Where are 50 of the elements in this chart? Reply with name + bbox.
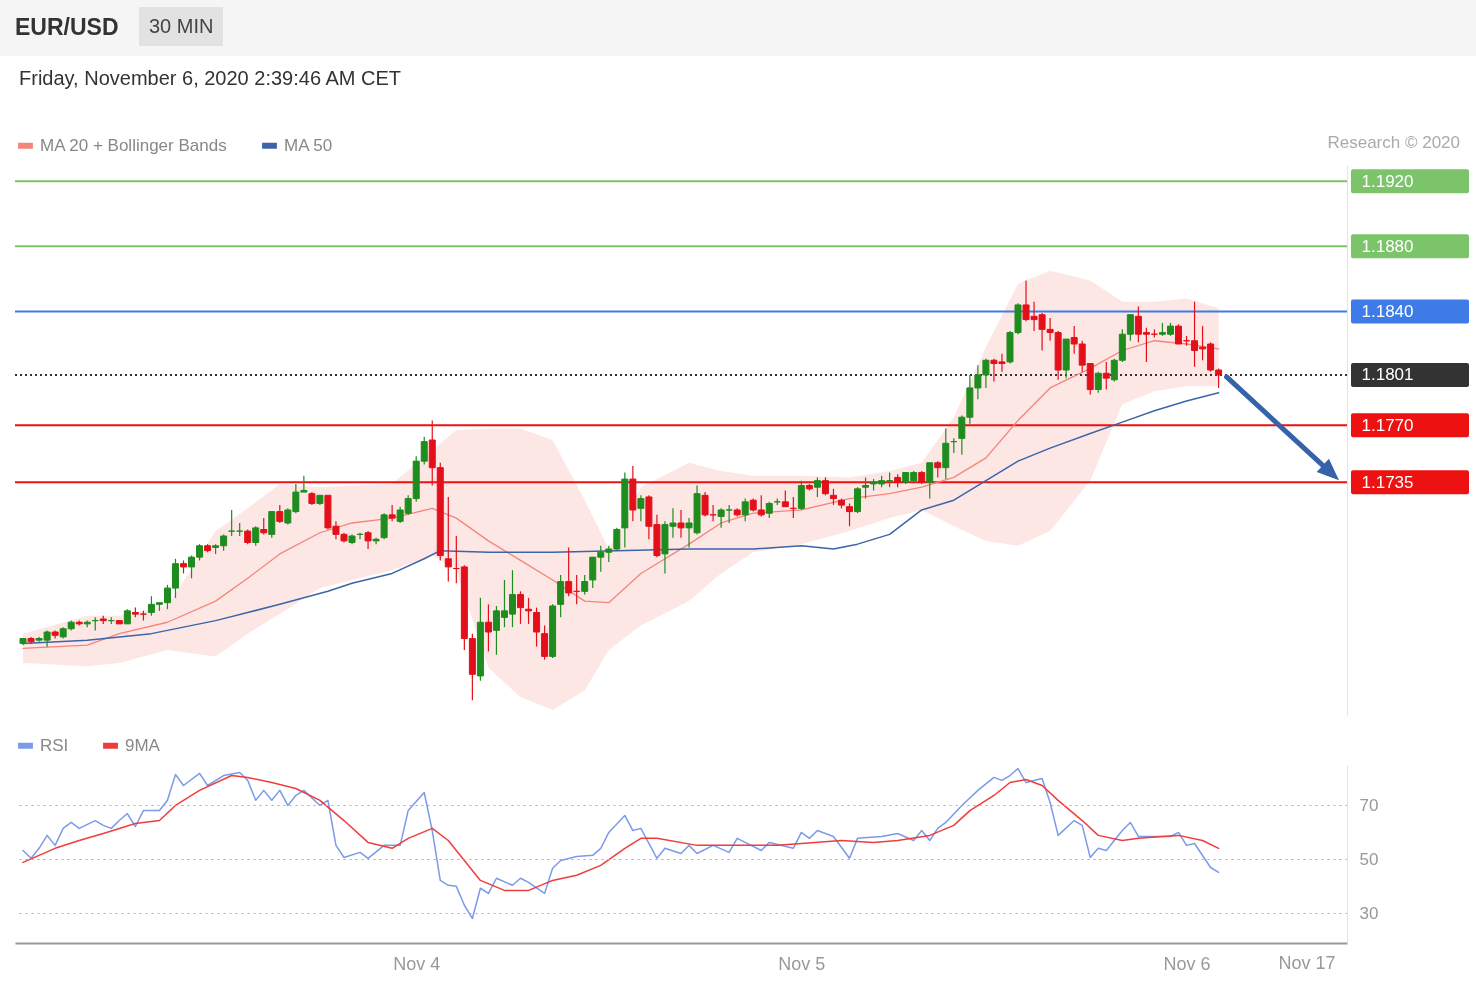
chart-subtitle: Friday, November 6, 2020 2:39:46 AM CET — [19, 67, 402, 90]
candlestick — [741, 497, 749, 522]
candlestick — [517, 590, 525, 625]
y-tick-label: 1.1880 — [1361, 236, 1414, 256]
candlestick — [581, 574, 589, 596]
legend-label: 9MA — [125, 735, 161, 755]
candlestick — [525, 597, 533, 625]
candlestick — [541, 624, 549, 661]
candlestick — [797, 480, 805, 511]
line-series — [22, 340, 1220, 649]
candlestick — [444, 496, 452, 583]
candlestick — [484, 603, 492, 653]
y-tick-label: 1.1920 — [1361, 171, 1414, 191]
candlestick — [565, 546, 573, 597]
candlestick — [862, 476, 870, 500]
x-tick-label: Nov 4 — [393, 953, 441, 974]
candlestick — [846, 502, 854, 527]
text: Research © 2020 — [1327, 133, 1460, 153]
chart-title: EUR/USD — [15, 14, 119, 41]
legend-label: RSI — [40, 735, 69, 755]
legend-label: MA 20 + Bollinger Bands — [40, 135, 227, 155]
candlestick — [926, 462, 934, 500]
candlestick — [228, 509, 236, 537]
x-tick-label: Nov 5 — [778, 953, 826, 974]
text: 30 MIN — [139, 7, 224, 46]
candlestick — [1174, 323, 1182, 345]
y-tick-label: 1.1735 — [1361, 472, 1414, 492]
candlestick — [854, 486, 862, 514]
y-tick-label: 1.1770 — [1361, 415, 1414, 435]
line-series — [22, 767, 1220, 920]
y-tick-label: 1.1840 — [1361, 301, 1414, 321]
candlestick — [268, 511, 276, 539]
candlestick — [380, 512, 388, 540]
candlestick — [813, 476, 821, 498]
y-tick-label: 30 — [1359, 903, 1379, 923]
legend-label: MA 50 — [284, 135, 333, 155]
candlestick — [533, 607, 541, 648]
x-tick-label: Nov 6 — [1163, 953, 1211, 974]
candlestick — [1102, 361, 1110, 391]
candlestick — [637, 494, 645, 522]
y-tick-label: 70 — [1359, 795, 1379, 815]
text: Nov 17 — [1278, 953, 1336, 973]
line-series — [22, 774, 1220, 892]
candlestick — [1094, 371, 1102, 394]
y-tick-label: 50 — [1359, 849, 1379, 869]
candlestick — [252, 525, 260, 547]
y-tick-label: 1.1801 — [1361, 365, 1414, 385]
candlestick — [388, 504, 396, 522]
candlestick — [677, 509, 685, 539]
candlestick — [557, 574, 565, 618]
